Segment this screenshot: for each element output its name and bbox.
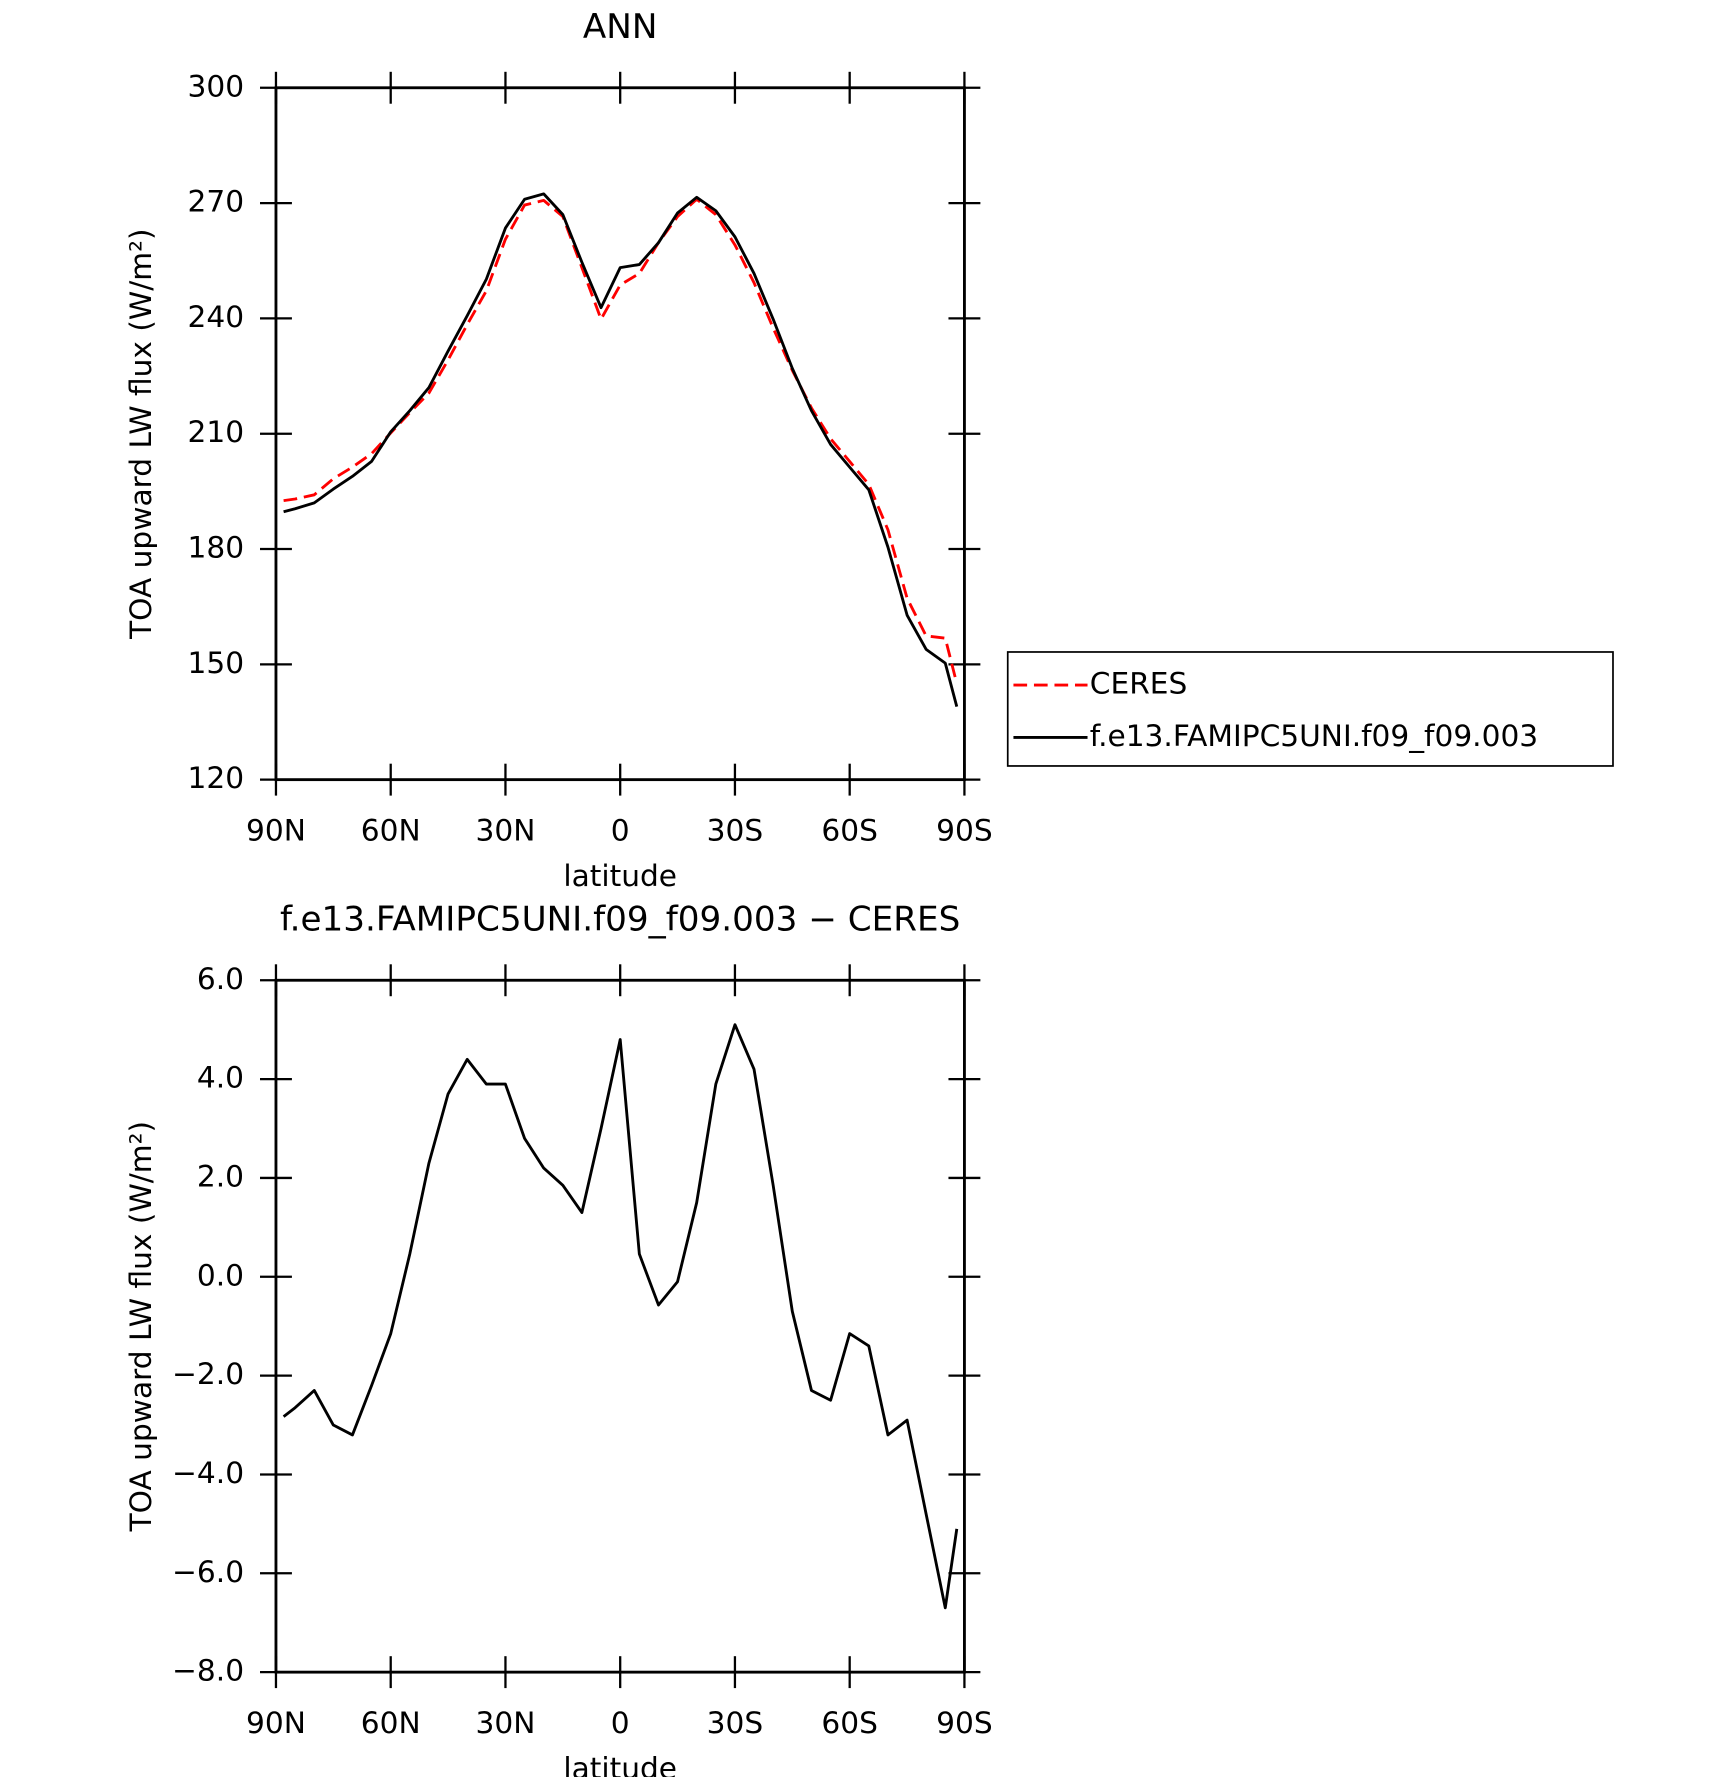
y-tick-label: 120 (188, 760, 245, 795)
legend-box (1006, 651, 1614, 767)
x-tick-label: 60N (361, 1705, 421, 1740)
chart-title: f.e13.FAMIPC5UNI.f09_f09.003 − CERES (280, 899, 960, 939)
y-tick-label: 300 (188, 68, 245, 103)
x-tick-label: 90S (936, 813, 993, 848)
x-tick-label: 60S (821, 1705, 878, 1740)
y-tick-label: 150 (188, 645, 245, 680)
y-tick-label: 2.0 (197, 1158, 244, 1193)
plot-frame (274, 978, 966, 1674)
plot-frame (274, 86, 966, 782)
x-axis-label: latitude (563, 1751, 677, 1777)
y-axis-label: TOA upward LW flux (W/m²) (123, 1121, 158, 1532)
x-tick-label: 30S (707, 1705, 764, 1740)
y-tick-label: −2.0 (172, 1356, 244, 1391)
x-tick-label: 90N (246, 1705, 306, 1740)
x-tick-label: 60S (821, 813, 878, 848)
y-tick-label: −6.0 (172, 1554, 244, 1589)
y-tick-label: −4.0 (172, 1455, 244, 1490)
legend-label: f.e13.FAMIPC5UNI.f09_f09.003 (1090, 718, 1538, 753)
chart-title: ANN (583, 7, 658, 47)
x-tick-label: 90N (246, 813, 306, 848)
x-tick-label: 90S (936, 1705, 993, 1740)
x-tick-label: 0 (611, 813, 630, 848)
y-tick-label: 240 (188, 299, 245, 334)
y-tick-label: 4.0 (197, 1060, 244, 1095)
x-tick-label: 0 (611, 1705, 630, 1740)
x-tick-label: 30N (476, 813, 536, 848)
y-tick-label: 0.0 (197, 1257, 244, 1292)
y-tick-label: −8.0 (172, 1653, 244, 1688)
x-tick-label: 30N (476, 1705, 536, 1740)
data-line (283, 192, 959, 707)
y-tick-label: 180 (188, 530, 245, 565)
data-line (282, 1023, 959, 1610)
x-tick-label: 60N (361, 813, 421, 848)
y-tick-label: 6.0 (197, 961, 244, 996)
legend-label: CERES (1090, 666, 1188, 701)
y-tick-label: 270 (188, 184, 245, 219)
y-axis-label: TOA upward LW flux (W/m²) (123, 228, 158, 639)
y-tick-label: 210 (188, 414, 245, 449)
x-tick-label: 30S (707, 813, 764, 848)
x-axis-label: latitude (563, 858, 677, 893)
